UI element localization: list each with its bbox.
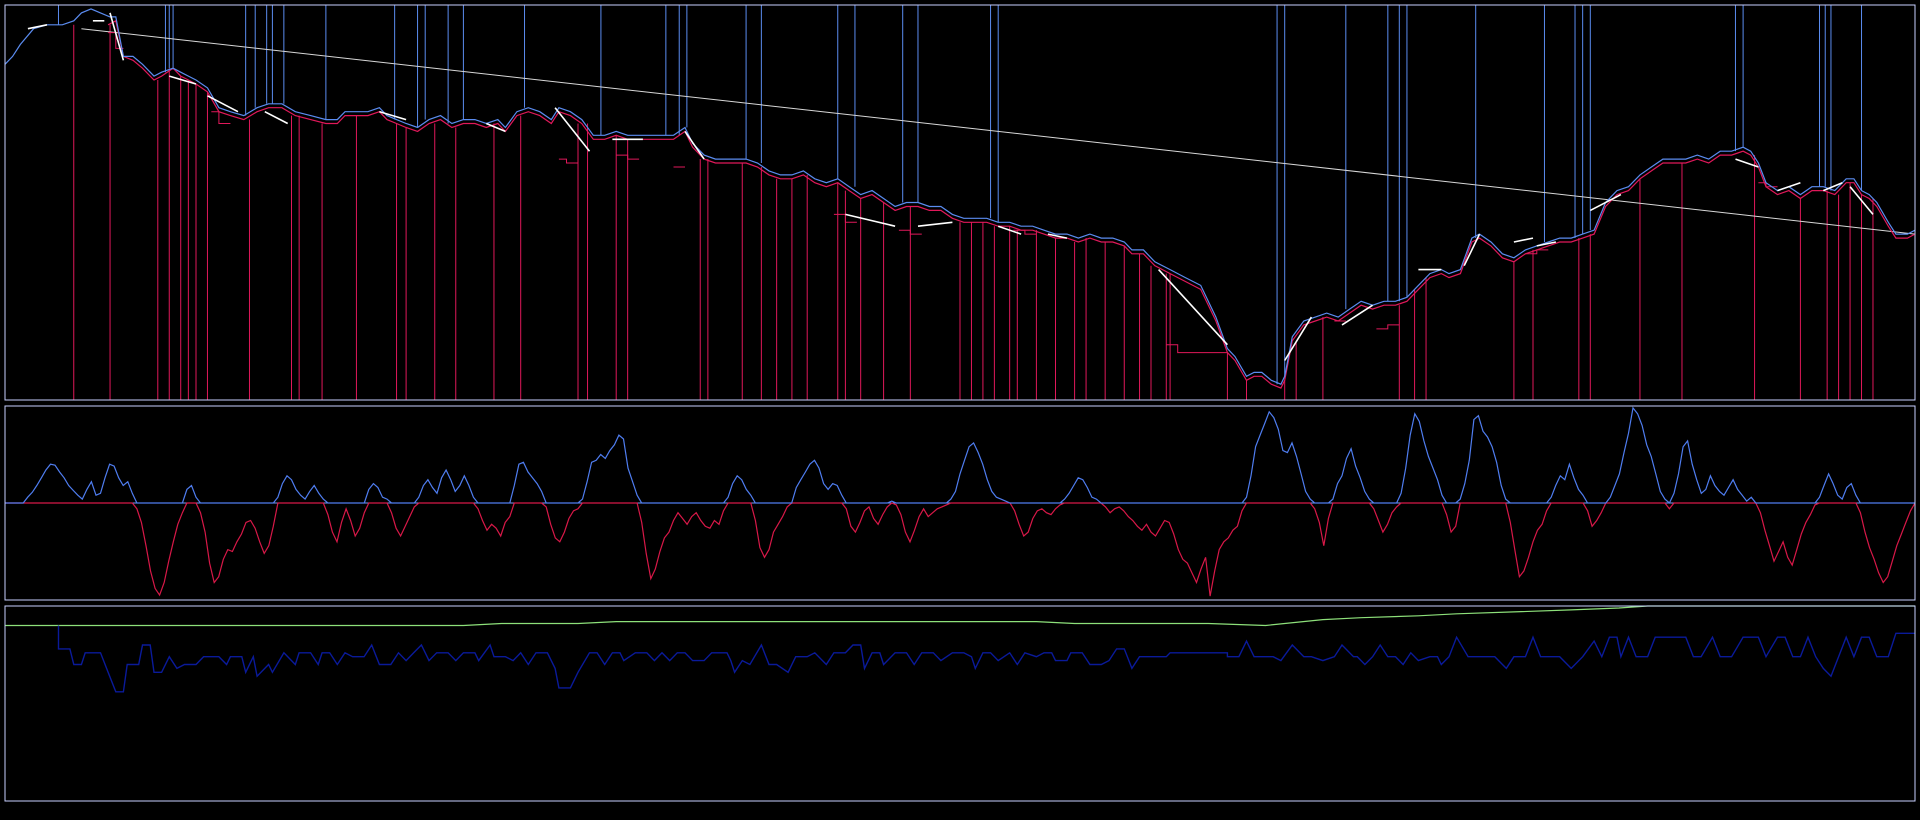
- trade-segment: [917, 221, 953, 227]
- stop-level-segment: [616, 154, 640, 160]
- trade-segment: [1849, 186, 1874, 215]
- trade-segment: [1735, 158, 1759, 168]
- trade-segment: [845, 213, 896, 227]
- trade-segment: [997, 225, 1022, 235]
- oscillator-negative-line: [5, 502, 1916, 597]
- price-line-up: [4, 8, 1916, 385]
- trade-segment: [1822, 181, 1843, 192]
- trade-segment: [1463, 233, 1481, 267]
- equity-line: [5, 605, 1915, 627]
- oscillator-panel-frame: [4, 405, 1916, 601]
- stop-level-segment: [1013, 229, 1037, 235]
- stop-level-segment: [1166, 344, 1228, 354]
- trade-segment: [1589, 193, 1622, 212]
- equity-panel-frame: [4, 605, 1916, 802]
- trade-segment: [485, 122, 506, 133]
- price-panel-frame: [4, 4, 1916, 401]
- trade-segment: [1777, 181, 1801, 192]
- trade-segment: [27, 24, 48, 30]
- stop-level-segment: [833, 213, 857, 223]
- stop-level-segment: [898, 229, 922, 235]
- trade-segment: [1047, 233, 1068, 239]
- trade-segment: [379, 110, 407, 121]
- trade-segment: [1158, 269, 1228, 346]
- trade-segment: [1536, 241, 1557, 247]
- trade-segment: [1341, 304, 1374, 326]
- oscillator-positive-line: [5, 406, 1915, 504]
- stop-level-segment: [1376, 324, 1400, 330]
- position-line: [57, 625, 1915, 693]
- trade-segment: [684, 130, 705, 160]
- stop-level-segment: [211, 111, 231, 124]
- trade-segment: [554, 107, 591, 152]
- trade-segment: [1284, 316, 1313, 361]
- stop-level-segment: [558, 158, 578, 164]
- trade-segment: [109, 12, 125, 61]
- trade-segment: [169, 75, 197, 85]
- trade-segment: [1513, 237, 1534, 243]
- trade-segment: [207, 95, 239, 113]
- price-line-down: [107, 19, 1916, 389]
- trade-segment: [264, 110, 289, 125]
- stop-level-segment: [1525, 249, 1549, 255]
